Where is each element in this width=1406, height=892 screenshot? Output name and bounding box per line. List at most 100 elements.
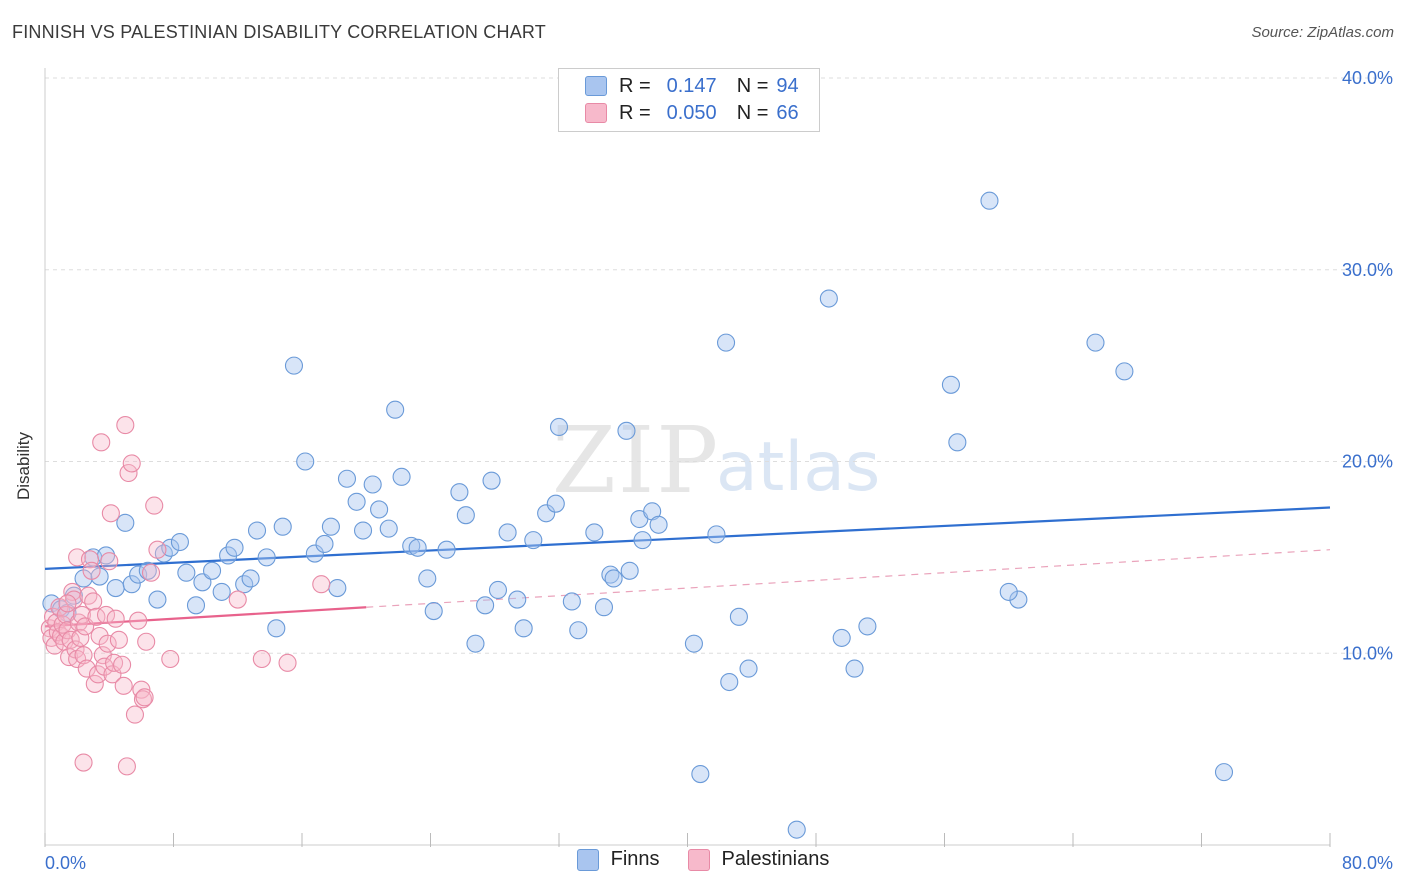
- data-point-finns: [1115, 362, 1134, 381]
- data-point-palestinians: [58, 594, 77, 613]
- data-point-finns: [424, 602, 443, 621]
- data-point-finns: [1009, 590, 1028, 609]
- data-point-finns: [370, 500, 389, 519]
- data-point-finns: [247, 521, 267, 540]
- data-point-finns: [980, 191, 999, 210]
- data-point-finns: [633, 531, 652, 550]
- data-point-finns: [305, 544, 324, 563]
- data-point-palestinians: [79, 586, 98, 605]
- trendline-palestinians: [44, 606, 367, 628]
- data-point-palestinians: [122, 454, 141, 473]
- data-point-finns: [649, 515, 668, 534]
- data-point-finns: [549, 417, 569, 437]
- series-label-finns: Finns: [610, 848, 660, 870]
- legend-r-label: R =: [619, 74, 651, 97]
- data-point-palestinians: [114, 676, 133, 695]
- data-point-palestinians: [135, 688, 154, 707]
- data-point-palestinians: [98, 634, 117, 653]
- legend-swatch-finns: [585, 76, 607, 96]
- data-point-finns: [537, 504, 556, 523]
- data-point-palestinians: [80, 550, 100, 569]
- data-point-palestinians: [88, 665, 108, 684]
- series-swatch-finns: [576, 848, 599, 871]
- data-point-finns: [716, 333, 736, 352]
- series-legend: Finns Palestinians: [0, 848, 1406, 871]
- data-point-palestinians: [113, 655, 132, 674]
- data-point-finns: [315, 534, 334, 554]
- data-point-finns: [1214, 763, 1234, 782]
- y-axis-label: Disability: [14, 431, 33, 500]
- legend-row-finns: R = 0.147 N = 94: [585, 73, 799, 99]
- data-point-palestinians: [74, 646, 93, 665]
- data-point-finns: [1086, 333, 1105, 352]
- data-point-finns: [594, 598, 614, 617]
- data-point-palestinians: [312, 575, 331, 594]
- correlation-legend: R = 0.147 N = 94 R = 0.050 N = 66: [558, 68, 820, 132]
- legend-n-value: 94: [776, 74, 799, 97]
- data-point-finns: [392, 467, 411, 486]
- data-point-finns: [546, 494, 565, 513]
- watermark-zip: ZIP: [552, 407, 720, 514]
- data-point-finns: [186, 596, 206, 615]
- series-legend-finns[interactable]: Finns: [576, 848, 660, 871]
- data-point-finns: [476, 596, 495, 615]
- data-point-finns: [106, 579, 125, 598]
- data-point-palestinians: [252, 649, 271, 669]
- legend-r-value: 0.147: [666, 74, 717, 97]
- data-point-finns: [620, 561, 639, 580]
- data-point-finns: [122, 575, 141, 594]
- y-tick-label: 30.0%: [1342, 260, 1393, 280]
- y-tick-label: 40.0%: [1342, 68, 1393, 88]
- data-point-finns: [482, 471, 501, 490]
- data-point-finns: [170, 532, 189, 552]
- data-point-finns: [267, 619, 286, 638]
- data-point-palestinians: [228, 590, 247, 609]
- data-point-palestinians: [72, 605, 91, 624]
- legend-n-value: 66: [776, 101, 799, 124]
- data-point-palestinians: [82, 561, 101, 580]
- data-point-palestinians: [85, 674, 104, 693]
- data-point-palestinians: [45, 636, 64, 655]
- data-point-palestinians: [148, 540, 167, 559]
- data-point-palestinians: [101, 504, 120, 523]
- data-point-finns: [819, 289, 838, 308]
- data-point-palestinians: [71, 628, 90, 647]
- data-point-palestinians: [129, 611, 148, 630]
- data-point-finns: [450, 483, 469, 502]
- data-point-palestinians: [278, 653, 297, 672]
- data-point-finns: [203, 561, 222, 580]
- data-point-palestinians: [125, 705, 144, 724]
- x-tick-label: 80.0%: [1342, 853, 1393, 873]
- data-point-finns: [514, 619, 533, 638]
- data-point-palestinians: [96, 605, 116, 624]
- series-swatch-palestinians: [687, 848, 710, 871]
- series-label-palestinians: Palestinians: [721, 848, 830, 870]
- data-point-finns: [363, 475, 382, 494]
- data-point-palestinians: [145, 496, 164, 515]
- legend-row-palestinians: R = 0.050 N = 66: [585, 100, 799, 126]
- data-point-finns: [707, 525, 726, 544]
- legend-swatch-palestinians: [585, 103, 607, 123]
- data-point-finns: [386, 400, 405, 419]
- data-point-finns: [116, 513, 135, 532]
- legend-n-label: N =: [736, 74, 769, 97]
- data-point-finns: [524, 531, 543, 550]
- data-point-palestinians: [77, 659, 96, 678]
- watermark: ZIP atlas: [552, 407, 880, 514]
- data-point-finns: [337, 469, 357, 488]
- data-point-finns: [408, 538, 427, 557]
- data-point-palestinians: [84, 592, 103, 611]
- series-legend-palestinians[interactable]: Palestinians: [687, 848, 830, 871]
- data-point-palestinians: [117, 757, 136, 776]
- data-point-finns: [739, 659, 758, 678]
- data-point-finns: [498, 523, 517, 542]
- data-point-finns: [832, 628, 851, 647]
- data-point-palestinians: [100, 552, 119, 571]
- data-point-palestinians: [106, 609, 125, 628]
- legend-r-label: R =: [619, 101, 651, 124]
- watermark-atlas: atlas: [716, 428, 880, 507]
- data-point-palestinians: [137, 632, 156, 651]
- data-point-finns: [999, 582, 1018, 601]
- data-point-palestinians: [119, 463, 138, 483]
